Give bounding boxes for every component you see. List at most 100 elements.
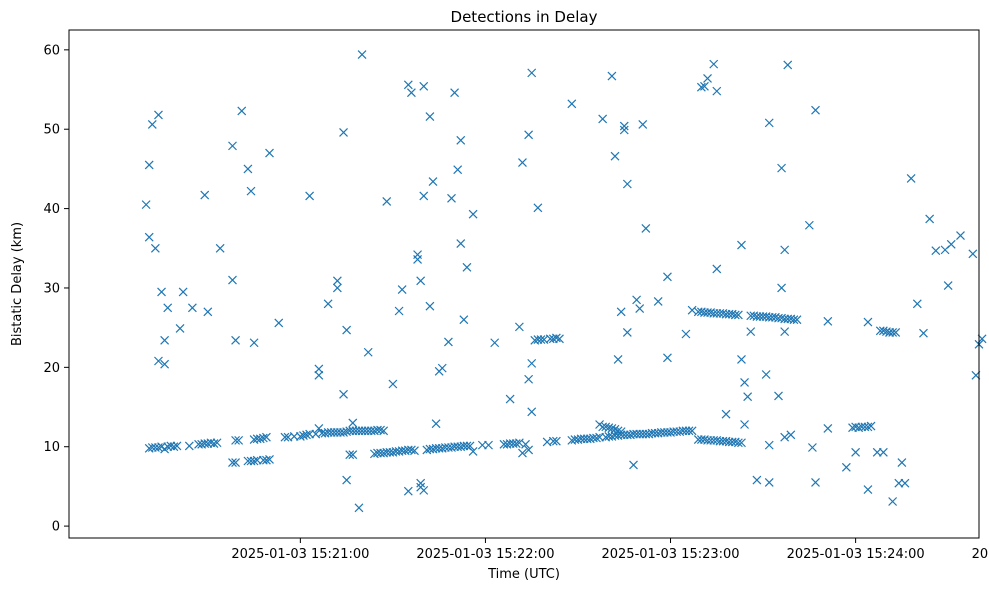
data-point (228, 275, 237, 285)
data-point (243, 164, 253, 174)
data-point (527, 407, 537, 417)
data-point (841, 462, 851, 472)
data-point (811, 105, 820, 115)
data-point (943, 281, 953, 291)
data-point (379, 426, 389, 436)
data-point (419, 485, 429, 495)
data-point (339, 389, 348, 399)
data-point (592, 433, 601, 443)
data-point (468, 447, 478, 456)
data-point (209, 439, 219, 448)
data-point (780, 245, 790, 255)
data-point (774, 391, 783, 401)
data-point (160, 359, 170, 369)
data-point (345, 450, 355, 460)
data-point (514, 322, 524, 332)
data-point (184, 441, 194, 451)
data-point (511, 439, 521, 448)
y-tick-label: 20 (43, 361, 60, 376)
data-point (703, 73, 712, 83)
data-point (555, 334, 564, 344)
data-point (851, 447, 861, 457)
data-point (616, 307, 626, 317)
data-point (783, 60, 793, 70)
data-point (462, 262, 472, 272)
data-point (764, 440, 774, 450)
data-point (712, 86, 722, 96)
y-axis: 0 10 20 30 40 50 60 (43, 43, 69, 535)
chart-title: Detections in Delay (451, 8, 598, 26)
data-point (505, 394, 515, 404)
data-point (419, 81, 429, 91)
data-point (169, 442, 179, 452)
data-point (246, 186, 256, 196)
data-point (919, 328, 928, 338)
data-point (228, 141, 237, 151)
data-point (280, 432, 290, 442)
data-point (342, 325, 352, 335)
data-point (332, 276, 342, 286)
data-point (163, 303, 173, 313)
data-point (863, 422, 873, 432)
data-point (681, 329, 691, 339)
data-point (780, 327, 790, 337)
data-point (740, 378, 749, 387)
data-point (619, 125, 629, 135)
data-point (746, 327, 756, 337)
data-point (548, 436, 558, 446)
data-point (160, 335, 170, 345)
data-point (567, 99, 577, 109)
plot-frame (68, 29, 980, 539)
data-point (740, 420, 749, 429)
data-point (764, 118, 774, 128)
x-axis-label: Time (UTC) (487, 567, 560, 582)
data-point (144, 160, 154, 170)
data-point (700, 81, 709, 91)
data-point (406, 445, 416, 455)
data-points (141, 50, 987, 513)
data-point (363, 347, 373, 357)
data-point (863, 485, 873, 495)
data-point (490, 338, 500, 348)
data-point (231, 435, 241, 445)
data-point (394, 306, 404, 316)
data-point (804, 220, 814, 230)
data-point (622, 179, 632, 189)
data-point (730, 310, 740, 320)
data-point (792, 315, 802, 325)
data-point (607, 71, 617, 81)
data-point (456, 135, 466, 145)
data-point (863, 317, 873, 327)
data-point (234, 435, 244, 445)
data-point (212, 438, 222, 448)
data-point (663, 353, 672, 363)
data-point (888, 327, 898, 337)
data-point (323, 299, 333, 309)
data-point (468, 209, 478, 219)
data-point (709, 59, 719, 69)
data-point (237, 106, 247, 116)
data-point (274, 318, 284, 328)
data-point (203, 307, 213, 317)
x-tick-label: 2025-01-03 15:21:00 (231, 547, 369, 562)
data-point (425, 112, 435, 121)
data-point (382, 197, 392, 206)
data-point (638, 120, 648, 129)
data-point (613, 354, 623, 364)
data-point (249, 338, 259, 348)
data-point (154, 110, 163, 120)
y-tick-label: 50 (43, 123, 60, 138)
x-tick-label: 2025-01-03 15:24:00 (787, 547, 925, 562)
data-point (786, 430, 796, 440)
data-point (231, 458, 241, 468)
data-point (607, 424, 617, 433)
data-point (663, 272, 672, 282)
data-point (265, 148, 274, 158)
y-tick-label: 10 (43, 440, 60, 455)
data-point (752, 475, 762, 485)
data-point (228, 458, 237, 468)
data-point (653, 297, 663, 306)
data-point (443, 337, 453, 347)
data-point (536, 335, 546, 344)
